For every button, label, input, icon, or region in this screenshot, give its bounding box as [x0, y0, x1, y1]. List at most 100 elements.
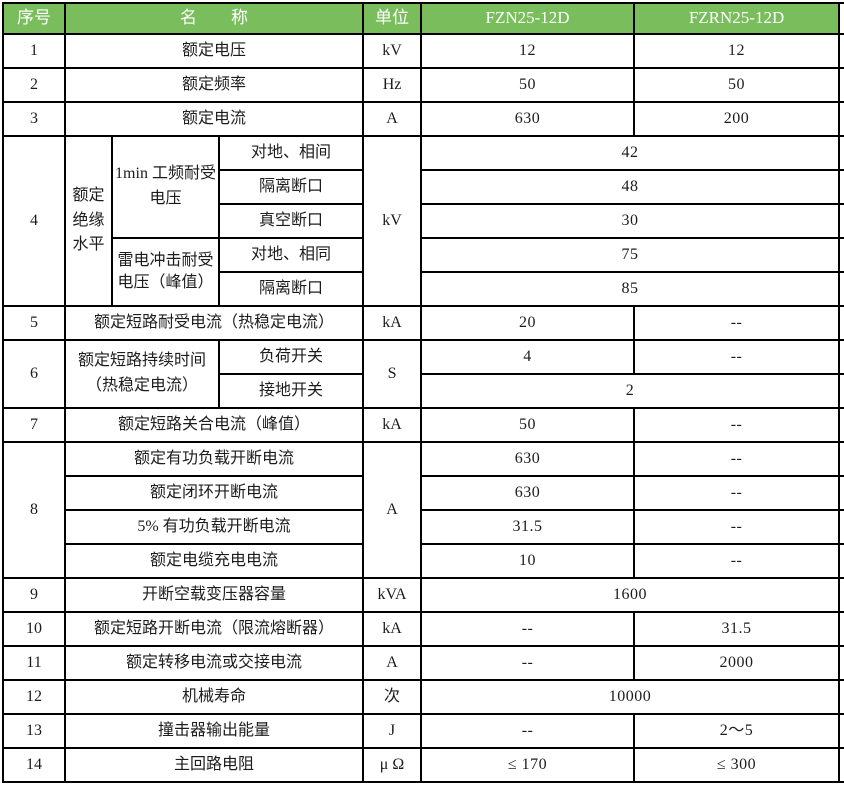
header-col-unit: 单位 [362, 2, 423, 35]
table-row-13: 13 撞击器输出能量 J -- 2～5 [2, 713, 844, 749]
cell-r2-value-fzrn: 50 [633, 67, 841, 103]
cutoff-cell [838, 373, 844, 409]
cell-r13-name: 撞击器输出能量 [63, 713, 365, 749]
cell-r13-value-fzn: -- [420, 713, 636, 749]
cell-r10-value-fzrn: 31.5 [633, 611, 841, 647]
cell-r4e-label: 隔离断口 [217, 271, 365, 307]
cutoff-cell [838, 67, 844, 103]
cell-r9-name: 开断空载变压器容量 [63, 577, 365, 613]
cell-r9-value: 1600 [420, 577, 841, 613]
cutoff-cell [838, 33, 844, 69]
cell-r2-value-fzn: 50 [420, 67, 636, 103]
cutoff-cell [838, 169, 844, 205]
cell-r5-value-fzrn: -- [633, 305, 841, 341]
cell-r12-value: 10000 [420, 679, 841, 715]
cell-r1-value-fzrn: 12 [633, 33, 841, 69]
table-row-12: 12 机械寿命 次 10000 [2, 679, 844, 715]
cutoff-cell [838, 237, 844, 273]
cell-r4a-label: 对地、相间 [217, 135, 365, 171]
cell-r13-unit: J [362, 713, 423, 749]
cell-r8-unit: A [362, 441, 423, 579]
cutoff-cell [838, 543, 844, 579]
cutoff-cell [838, 135, 844, 171]
cell-r8b-value-fzn: 630 [420, 475, 636, 511]
cell-r5-value-fzn: 20 [420, 305, 636, 341]
cell-r14-unit: μ Ω [362, 747, 423, 783]
cutoff-cell [838, 101, 844, 137]
header-col-index: 序号 [2, 2, 66, 35]
cell-r8a-value-fzn: 630 [420, 441, 636, 477]
table-row-1: 1 额定电压 kV 12 12 [2, 33, 844, 69]
cell-r14-value-fzn: ≤ 170 [420, 747, 636, 783]
cutoff-cell [838, 679, 844, 715]
cell-r8b-name: 额定闭环开断电流 [63, 475, 365, 511]
table-row-4b: 隔离断口 48 [3, 169, 844, 205]
cell-r8c-value-fzn: 31.5 [420, 509, 636, 545]
cell-r3-value-fzrn: 200 [633, 101, 841, 137]
table-row-9: 9 开断空载变压器容量 kVA 1600 [2, 577, 844, 613]
cell-r10-no: 10 [2, 611, 66, 647]
cell-r12-name: 机械寿命 [63, 679, 365, 715]
table-row-6a: 6 额定短路持续时间（热稳定电流） 负荷开关 S 4 -- [2, 339, 844, 409]
cell-r7-value-fzn: 50 [420, 407, 636, 443]
cell-r6-no: 6 [2, 339, 66, 409]
table-row-7: 7 额定短路关合电流（峰值） kA 50 -- [2, 407, 844, 443]
cell-r5-unit: kA [362, 305, 423, 341]
table-row-2: 2 额定频率 Hz 50 50 [2, 67, 844, 103]
cell-r13-value-fzrn: 2～5 [633, 713, 841, 749]
cell-r9-unit: kVA [362, 577, 423, 613]
cell-r7-value-fzrn: -- [633, 407, 841, 443]
cell-r7-unit: kA [362, 407, 423, 443]
cell-r1-no: 1 [2, 33, 66, 69]
cell-r14-name: 主回路电阻 [63, 747, 365, 783]
cutoff-cell [838, 475, 844, 511]
cell-r3-name: 额定电流 [63, 101, 365, 137]
cell-r2-name: 额定频率 [63, 67, 365, 103]
cell-r8d-name: 额定电缆充电电流 [63, 543, 365, 579]
cutoff-cell [838, 611, 844, 647]
cell-r7-no: 7 [2, 407, 66, 443]
cutoff-cell [838, 203, 844, 239]
cell-r4-group: 额定绝缘水平 [64, 135, 113, 307]
cell-r4-sub-power-freq: 1min 工频耐受电压 [111, 135, 220, 239]
header-col-model1: FZN25-12D [420, 2, 636, 35]
cell-r8b-value-fzrn: -- [633, 475, 841, 511]
cutoff-cell [838, 2, 844, 35]
cell-r7-name: 额定短路关合电流（峰值） [63, 407, 365, 443]
table-row-8d: 额定电缆充电电流 10 -- [3, 543, 844, 579]
cell-r8d-value-fzrn: -- [633, 543, 841, 579]
cell-r1-unit: kV [362, 33, 423, 69]
cell-r4c-label: 真空断口 [217, 203, 365, 239]
cell-r10-name: 额定短路开断电流（限流熔断器） [63, 611, 365, 647]
cell-r12-unit: 次 [362, 679, 423, 715]
cell-r10-unit: kA [362, 611, 423, 647]
cutoff-cell [838, 747, 844, 783]
cell-r4a-value: 42 [420, 135, 841, 171]
cell-r8a-value-fzrn: -- [633, 441, 841, 477]
cell-r1-name: 额定电压 [63, 33, 365, 69]
cell-r3-value-fzn: 630 [420, 101, 636, 137]
cell-r4-no: 4 [2, 135, 66, 307]
cutoff-cell [838, 407, 844, 443]
table-row-3: 3 额定电流 A 630 200 [2, 101, 844, 137]
cell-r8d-value-fzn: 10 [420, 543, 636, 579]
cell-r13-no: 13 [2, 713, 66, 749]
cell-r4d-value: 75 [420, 237, 841, 273]
header-col-model2: FZRN25-12D [633, 2, 841, 35]
table-row-8a: 8 额定有功负载开断电流 A 630 -- [2, 441, 844, 579]
cell-r11-value-fzrn: 2000 [633, 645, 841, 681]
header-col-name: 名 称 [63, 2, 365, 35]
cell-r14-no: 14 [2, 747, 66, 783]
cell-r4-unit: kV [362, 135, 423, 307]
table-row-4c: 真空断口 30 [3, 203, 844, 239]
cutoff-cell [838, 339, 844, 375]
table-row-4a: 4 额定绝缘水平 1min 工频耐受电压 对地、相间 kV 42 [2, 135, 844, 307]
cell-r4e-value: 85 [420, 271, 841, 307]
cell-r2-no: 2 [2, 67, 66, 103]
cell-r8a-name: 额定有功负载开断电流 [63, 441, 365, 477]
cell-r6a-value-fzn: 4 [420, 339, 636, 375]
table-row-4d: 雷电冲击耐受电压（峰值） 对地、相同 75 [3, 237, 844, 307]
cell-r6b-label: 接地开关 [217, 373, 365, 409]
table-row-8b: 额定闭环开断电流 630 -- [3, 475, 844, 511]
